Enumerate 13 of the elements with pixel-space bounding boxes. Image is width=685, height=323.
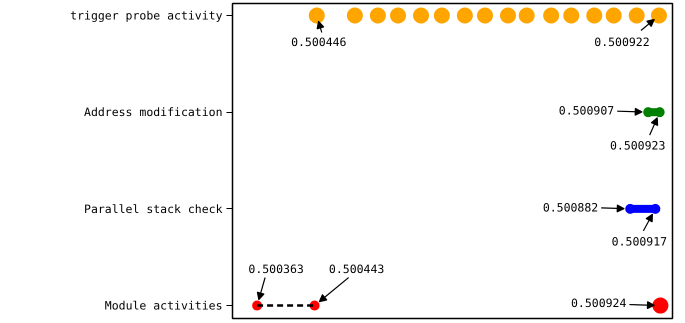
- y-tick-label: Address modification: [84, 105, 223, 120]
- data-label: 0.500922: [594, 34, 650, 49]
- data-label: 0.500917: [612, 234, 668, 248]
- y-tick-label: Parallel stack check: [84, 202, 223, 216]
- data-label: 0.500363: [248, 262, 304, 276]
- data-label: 0.500882: [542, 200, 598, 214]
- data-label: 0.500923: [610, 138, 666, 153]
- y-tick-label: Module activities: [104, 298, 222, 313]
- data-label: 0.500443: [328, 262, 384, 276]
- y-tick-label: trigger probe activity: [70, 8, 223, 22]
- data-label: 0.500446: [291, 34, 347, 49]
- data-label: 0.500924: [571, 296, 626, 310]
- data-label: 0.500907: [558, 104, 614, 118]
